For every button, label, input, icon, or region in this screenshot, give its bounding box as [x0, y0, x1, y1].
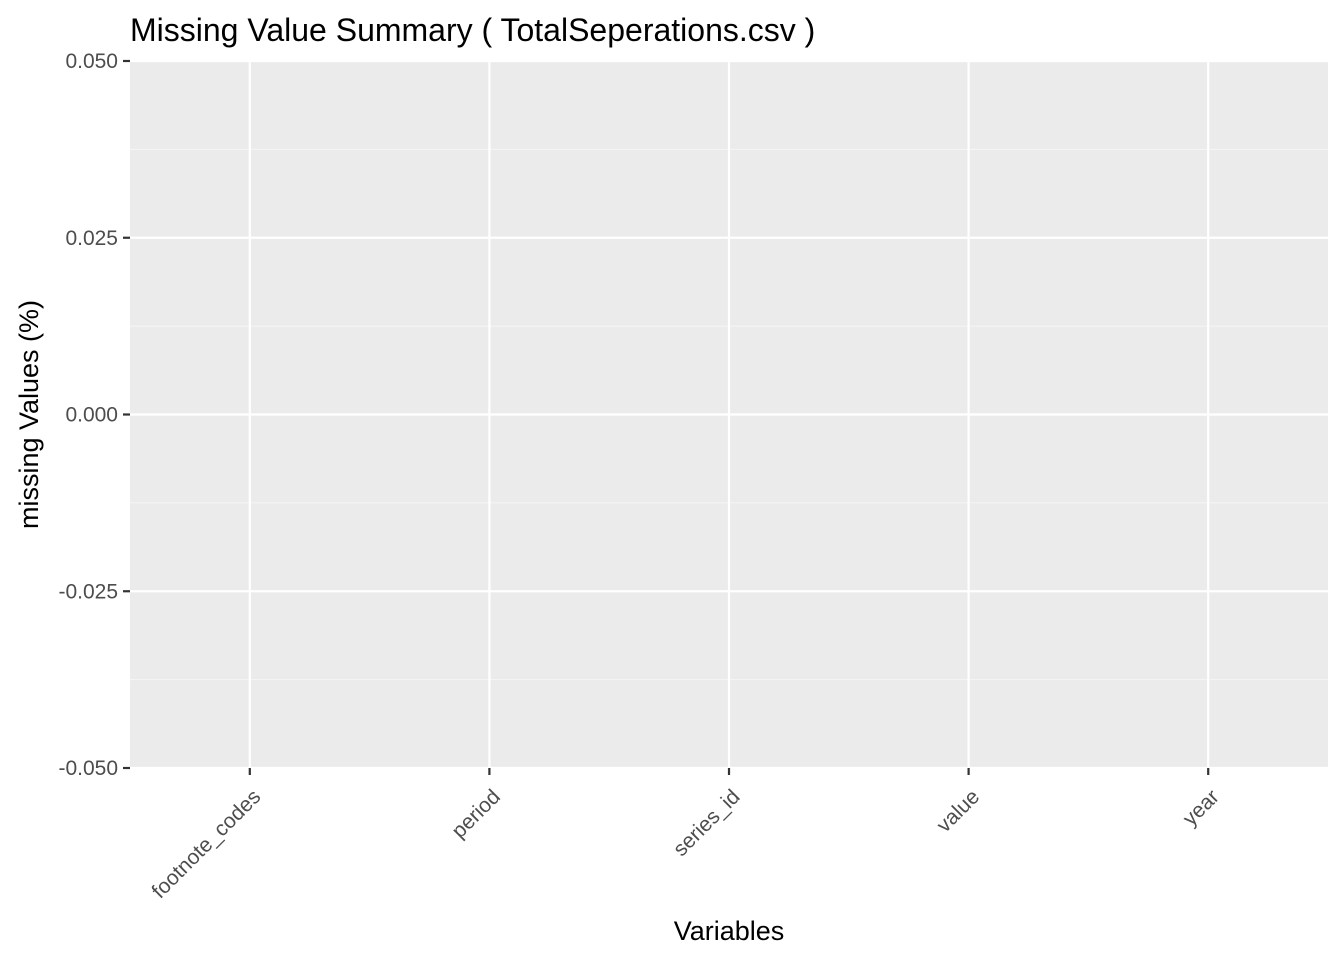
y-tick-label: 0.050	[65, 50, 118, 73]
y-tick-label: -0.025	[58, 580, 118, 603]
x-tick-label: period	[447, 785, 505, 843]
y-tick-label: 0.000	[65, 404, 118, 427]
chart-title: Missing Value Summary ( TotalSeperations…	[130, 12, 815, 48]
x-axis-title: Variables	[674, 916, 785, 946]
x-tick-label: footnote_codes	[148, 785, 266, 903]
y-axis: 0.050 0.025 0.000 -0.025 -0.050	[58, 50, 130, 780]
x-tick-label: series_id	[669, 785, 745, 861]
y-axis-title: missing Values (%)	[14, 300, 44, 529]
y-tick-label: -0.050	[58, 757, 118, 780]
major-gridlines	[130, 59, 1328, 770]
x-tick-label: value	[932, 785, 984, 837]
y-tick-label: 0.025	[65, 227, 118, 250]
x-axis: footnote_codes period series_id value year	[148, 768, 1224, 903]
x-tick-label: year	[1179, 785, 1224, 830]
